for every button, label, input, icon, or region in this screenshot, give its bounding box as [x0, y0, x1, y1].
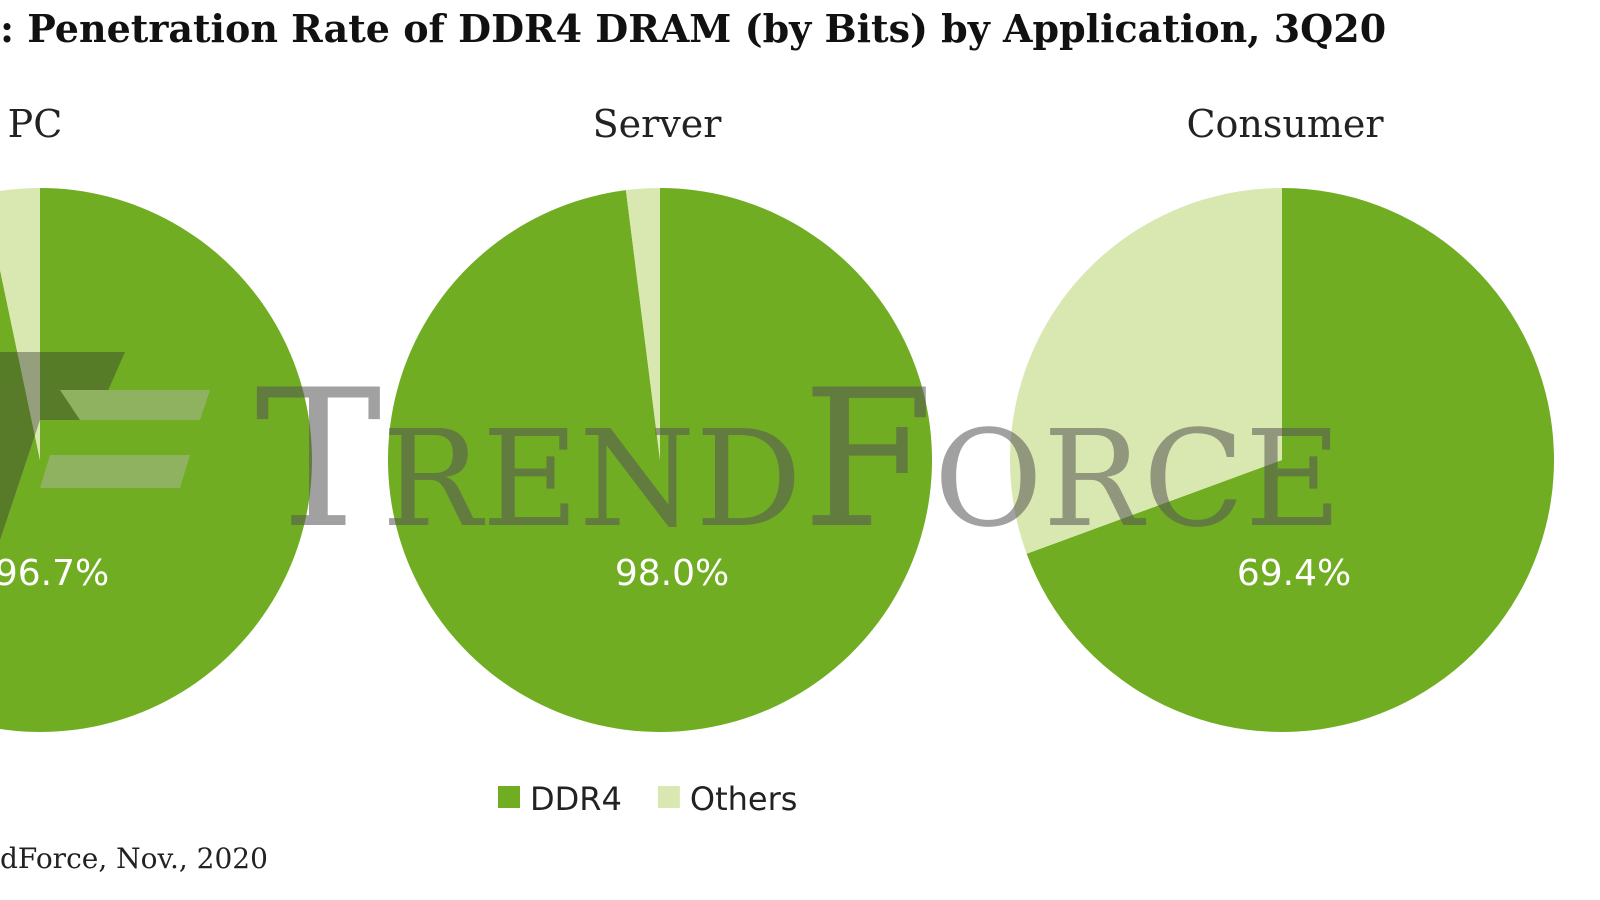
- data-label: 98.0%: [615, 553, 729, 594]
- watermark: TrendForce: [255, 349, 1342, 570]
- source: dForce, Nov., 2020: [0, 842, 268, 875]
- pie-title: Consumer: [1186, 102, 1384, 146]
- pie-slice: [1010, 188, 1282, 554]
- pie-title: Server: [593, 102, 723, 146]
- pie-slice: [0, 188, 40, 460]
- pies: PC 96.7% Server 98.0% Consumer 69.4%: [0, 102, 1554, 732]
- legend-swatch: [498, 786, 520, 808]
- pie-slice: [625, 188, 660, 460]
- data-label: 96.7%: [0, 553, 109, 594]
- watermark-logo: [0, 352, 210, 540]
- pie-slice: [388, 188, 933, 732]
- legend-label: Others: [690, 780, 798, 818]
- data-label: 69.4%: [1237, 553, 1351, 594]
- pie-slice: [1026, 188, 1554, 732]
- pie-title: PC: [8, 102, 63, 146]
- legend-swatch: [657, 786, 680, 808]
- legend: DDR4 Others: [498, 780, 797, 818]
- chart-title: : Penetration Rate of DDR4 DRAM (by Bits…: [0, 6, 1386, 51]
- pie-slice: [0, 188, 312, 732]
- legend-label: DDR4: [530, 780, 622, 818]
